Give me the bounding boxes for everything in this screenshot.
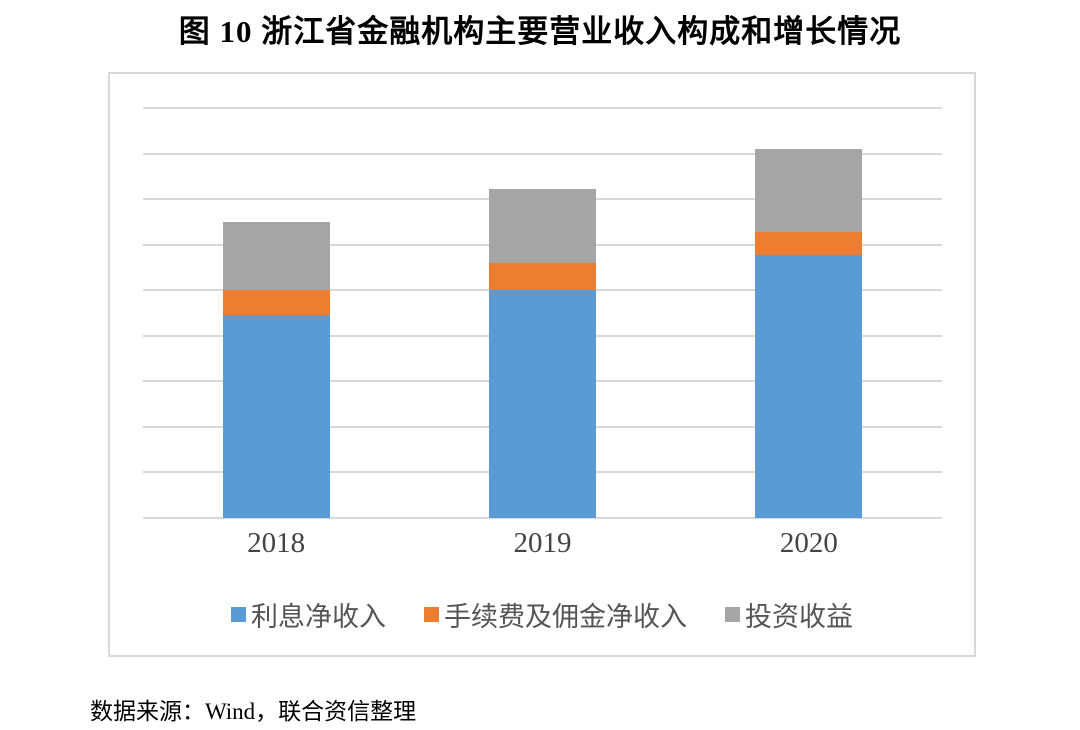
legend-item: 手续费及佣金净收入 (424, 595, 687, 634)
stacked-bar-2019 (489, 108, 596, 518)
bar-segment (222, 222, 330, 291)
legend-item: 投资收益 (725, 595, 853, 634)
stacked-bar-2018 (222, 108, 330, 518)
plot-area (143, 107, 942, 519)
legend-swatch-icon (231, 607, 246, 622)
source-note: 数据来源：Wind，联合资信整理 (90, 699, 417, 724)
x-axis-label-2020: 2020 (779, 527, 838, 559)
x-axis-labels: 2018 2019 2020 (143, 527, 942, 563)
legend-label: 利息净收入 (251, 602, 386, 632)
gridline (143, 517, 942, 519)
bar-segment (489, 188, 596, 264)
chart-frame: 2018 2019 2020 利息净收入 手续费及佣金净收入 投资收益 (108, 72, 976, 657)
bar-segment (489, 263, 596, 291)
stacked-bar-2020 (755, 108, 863, 518)
legend-item: 利息净收入 (231, 595, 386, 634)
legend-label: 投资收益 (745, 602, 853, 632)
bar-segment (755, 231, 863, 256)
gridline (143, 152, 942, 155)
x-axis-label-2019: 2019 (513, 527, 572, 559)
x-axis-label-2018: 2018 (247, 527, 306, 559)
bar-segment (755, 148, 863, 232)
chart-title: 图 10 浙江省金融机构主要营业收入构成和增长情况 (178, 14, 902, 49)
legend: 利息净收入 手续费及佣金净收入 投资收益 (110, 595, 974, 634)
gridline (143, 107, 942, 109)
bar-segment (755, 255, 863, 518)
bar-segment (489, 290, 596, 518)
legend-swatch-icon (424, 607, 439, 622)
legend-swatch-icon (725, 607, 740, 622)
bar-segment (222, 315, 330, 518)
bar-segment (222, 290, 330, 316)
legend-label: 手续费及佣金净收入 (444, 602, 687, 632)
